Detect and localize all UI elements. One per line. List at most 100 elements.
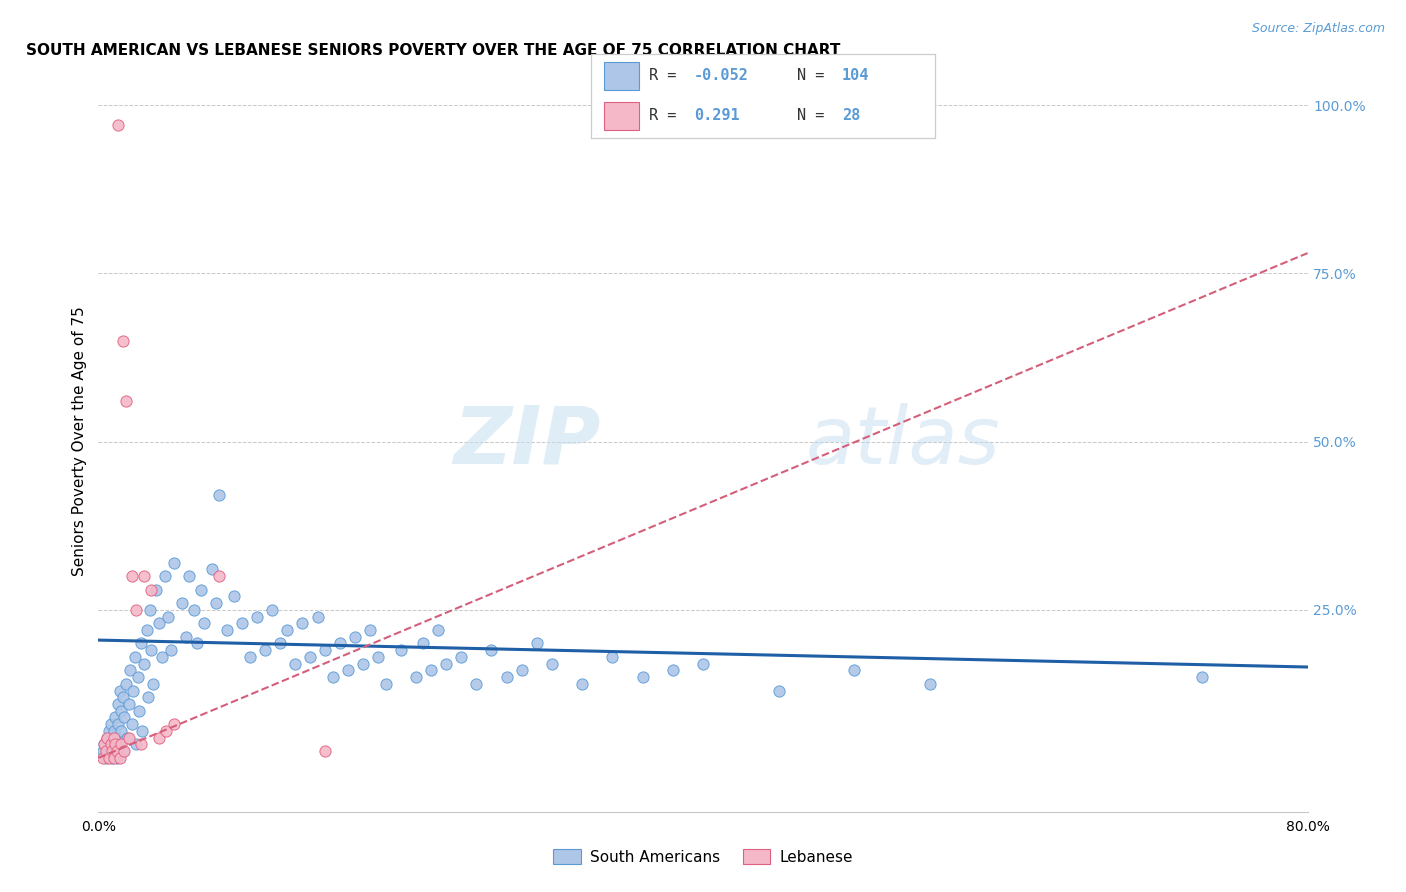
Point <box>156 609 179 624</box>
Point <box>344 630 367 644</box>
Point <box>124 649 146 664</box>
Text: N =: N = <box>797 68 834 83</box>
Point <box>174 630 197 644</box>
Point <box>141 643 163 657</box>
Point <box>253 643 276 657</box>
Point <box>131 723 153 738</box>
Text: R =: R = <box>650 108 695 123</box>
Point <box>450 649 472 664</box>
Point <box>231 616 253 631</box>
Point <box>540 657 562 671</box>
Y-axis label: Seniors Poverty Over the Age of 75: Seniors Poverty Over the Age of 75 <box>72 307 87 576</box>
Point <box>420 664 443 678</box>
Point <box>692 657 714 671</box>
Point <box>239 649 262 664</box>
Point <box>101 751 124 765</box>
Point <box>114 394 136 409</box>
Point <box>465 677 488 691</box>
Point <box>276 623 298 637</box>
Text: Source: ZipAtlas.com: Source: ZipAtlas.com <box>1251 22 1385 36</box>
Text: SOUTH AMERICAN VS LEBANESE SENIORS POVERTY OVER THE AGE OF 75 CORRELATION CHART: SOUTH AMERICAN VS LEBANESE SENIORS POVER… <box>25 43 841 58</box>
Point <box>186 636 208 650</box>
Point <box>1191 670 1213 684</box>
Point <box>193 616 215 631</box>
Point <box>427 623 450 637</box>
Point <box>129 738 152 752</box>
Point <box>284 657 307 671</box>
Point <box>389 643 412 657</box>
Text: 0.291: 0.291 <box>695 108 740 123</box>
Point <box>160 643 183 657</box>
Point <box>526 636 548 650</box>
Point <box>201 562 224 576</box>
Point <box>307 609 329 624</box>
Text: 28: 28 <box>842 108 860 123</box>
Point <box>129 636 152 650</box>
Point <box>96 731 118 745</box>
Point <box>183 603 205 617</box>
Point <box>100 738 122 752</box>
Point <box>314 744 336 758</box>
Point <box>91 744 114 758</box>
Point <box>122 683 145 698</box>
Point <box>412 636 434 650</box>
Point <box>115 731 138 745</box>
Point <box>100 717 122 731</box>
Point <box>481 643 503 657</box>
Text: -0.052: -0.052 <box>695 68 748 83</box>
Point <box>98 744 121 758</box>
Point <box>602 649 624 664</box>
Point <box>215 623 238 637</box>
Point <box>163 717 186 731</box>
Point <box>208 488 231 502</box>
Point <box>101 744 124 758</box>
Point <box>142 677 165 691</box>
Point <box>118 731 141 745</box>
Point <box>269 636 291 650</box>
Point <box>155 723 177 738</box>
Point <box>93 738 115 752</box>
Point <box>510 664 533 678</box>
Point <box>405 670 427 684</box>
Point <box>163 556 186 570</box>
Point <box>94 751 117 765</box>
Point <box>571 677 593 691</box>
Point <box>190 582 212 597</box>
Bar <box>605 62 638 90</box>
Point <box>103 731 125 745</box>
Point <box>107 717 129 731</box>
Point <box>150 649 173 664</box>
Bar <box>605 102 638 130</box>
Point <box>114 677 136 691</box>
Text: atlas: atlas <box>806 402 1001 481</box>
Point <box>103 723 125 738</box>
Point <box>768 683 790 698</box>
Point <box>208 569 231 583</box>
Point <box>121 717 143 731</box>
Point <box>224 590 246 604</box>
Point <box>111 690 134 705</box>
Point <box>105 751 128 765</box>
Point <box>139 603 162 617</box>
Point <box>120 664 142 678</box>
Point <box>108 751 131 765</box>
Point <box>145 582 167 597</box>
Point <box>111 744 134 758</box>
Point <box>205 596 228 610</box>
Point <box>661 664 683 678</box>
Point <box>352 657 374 671</box>
Point <box>91 751 114 765</box>
Text: ZIP: ZIP <box>453 402 600 481</box>
Point <box>170 596 193 610</box>
Point <box>128 704 150 718</box>
Point <box>107 118 129 132</box>
Point <box>141 582 163 597</box>
Point <box>434 657 457 671</box>
Point <box>127 670 149 684</box>
Point <box>322 670 344 684</box>
Point <box>98 723 121 738</box>
Point <box>112 710 135 724</box>
Text: 104: 104 <box>842 68 869 83</box>
Point <box>110 723 132 738</box>
Point <box>132 657 155 671</box>
